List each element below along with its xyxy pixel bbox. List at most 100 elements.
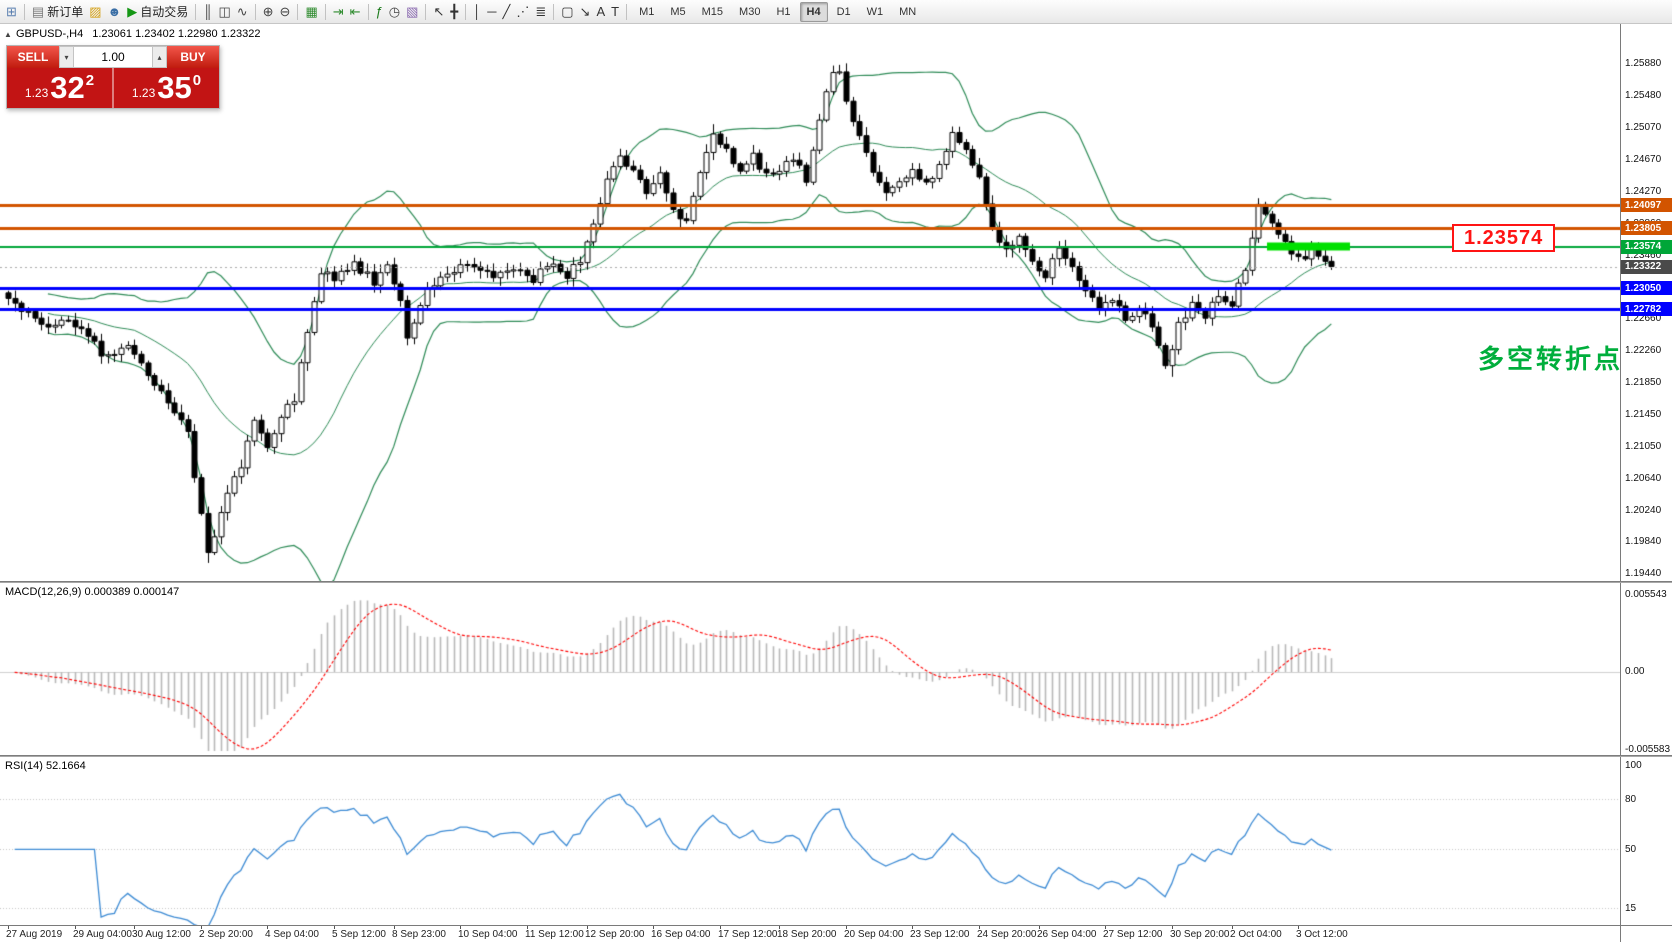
- time-axis-label: 18 Sep 20:00: [777, 929, 837, 940]
- main-toolbar: ⊞ ▤ 新订单 ▨ ☻ ▶ 自动交易 ║ ◫ ∿ ⊕ ⊖ ▦ ⇥ ⇤ ƒ ◷ ▧ ↖ ╋ │ ─ ╱ ⋰ ≣ ▢ ↘ A T M1 M5 M1…: [0, 0, 1672, 24]
- fibonacci-icon: ≣: [535, 4, 547, 19]
- time-axis-label: 5 Sep 12:00: [332, 929, 386, 940]
- templates-button[interactable]: ▧: [403, 2, 421, 22]
- time-axis-tick: [1298, 926, 1299, 929]
- arrows-icon: ↘: [579, 4, 591, 19]
- macd-axis-label: 0.005543: [1625, 589, 1667, 600]
- time-axis-label: 11 Sep 12:00: [525, 929, 584, 940]
- panel-splitter[interactable]: [0, 755, 1672, 757]
- tile-windows-button[interactable]: ▦: [302, 2, 320, 22]
- chart-bars-button[interactable]: ║: [200, 2, 215, 22]
- periods-button[interactable]: ◷: [386, 2, 403, 22]
- annotation-text[interactable]: 多空转折点: [1478, 344, 1624, 374]
- time-axis-label: 30 Aug 12:00: [132, 929, 191, 940]
- autotrading-button[interactable]: ▶ 自动交易: [124, 2, 191, 22]
- price-axis-label: 1.24270: [1625, 185, 1662, 197]
- periods-icon: ◷: [388, 4, 401, 19]
- timeframe-m5-button[interactable]: M5: [670, 5, 686, 18]
- toolbar-separator: [195, 3, 197, 20]
- buy-price-pip: 0: [192, 71, 202, 89]
- macd-indicator-label: MACD(12,26,9) 0.000389 0.000147: [5, 586, 180, 598]
- profiles-button[interactable]: ▨: [86, 2, 104, 22]
- channel-button[interactable]: ⋰: [513, 2, 532, 22]
- sell-price-prefix: 1.23: [24, 86, 49, 100]
- price-axis-label: 1.23460: [1625, 249, 1662, 261]
- macd-panel: MACD(12,26,9) 0.000389 0.000147 0.005543…: [0, 583, 1672, 755]
- sell-dropdown-icon[interactable]: ▾: [59, 46, 74, 68]
- zoom-in-icon: ⊕: [262, 4, 274, 19]
- timeframe-m15-button[interactable]: M15: [701, 5, 724, 18]
- sell-button[interactable]: SELL: [7, 46, 59, 68]
- trade-panel-divider: [112, 68, 114, 108]
- volume-up-icon[interactable]: ▴: [152, 46, 167, 68]
- shapes-button[interactable]: ▢: [558, 2, 576, 22]
- buy-button[interactable]: BUY: [167, 46, 219, 68]
- buy-price-button[interactable]: 1.23 35 0: [114, 68, 219, 108]
- auto-scroll-button[interactable]: ⇥: [330, 2, 347, 22]
- label-button[interactable]: T: [608, 2, 622, 22]
- panel-splitter[interactable]: [0, 581, 1672, 583]
- chart-candles-button[interactable]: ◫: [215, 2, 233, 22]
- arrows-button[interactable]: ↘: [577, 2, 594, 22]
- rsi-canvas[interactable]: [0, 757, 1620, 925]
- timeframe-h4-button[interactable]: H4: [799, 1, 828, 22]
- trade-panel-collapse-icon[interactable]: ▲: [4, 30, 12, 39]
- sell-price-button[interactable]: 1.23 32 2: [7, 68, 112, 108]
- rsi-axis[interactable]: 100 80 50 15: [1620, 757, 1672, 925]
- resistance-line-upper-price-tag: 1.24097: [1621, 198, 1672, 213]
- price-chart-canvas[interactable]: [0, 24, 1620, 581]
- trendline-button[interactable]: ╱: [500, 2, 514, 22]
- time-axis-label: 4 Sep 04:00: [265, 929, 319, 940]
- indicators-button[interactable]: ƒ: [373, 2, 386, 22]
- time-axis-tick: [134, 926, 135, 929]
- rsi-panel: RSI(14) 52.1664 100 80 50 15: [0, 757, 1672, 925]
- chart-shift-button[interactable]: ⇤: [347, 2, 364, 22]
- price-callout-label[interactable]: 1.23574: [1452, 224, 1556, 252]
- macd-axis-label: 0.00: [1625, 666, 1645, 677]
- rsi-axis-label: 80: [1625, 794, 1637, 805]
- zoom-out-button[interactable]: ⊖: [277, 2, 294, 22]
- crosshair-icon: ╋: [450, 4, 459, 19]
- time-axis[interactable]: 27 Aug 2019 29 Aug 04:00 30 Aug 12:00 2 Sep…: [0, 925, 1672, 942]
- price-axis[interactable]: 1.25880 1.25480 1.25070 1.24670 1.24270 1.238…: [1620, 24, 1672, 581]
- zoom-in-button[interactable]: ⊕: [260, 2, 277, 22]
- main-chart-panel: ▲ GBPUSD-,H4 1.23061 1.23402 1.22980 1.2…: [0, 24, 1672, 581]
- timeframe-w1-button[interactable]: W1: [866, 5, 884, 18]
- text-button[interactable]: A: [593, 2, 608, 22]
- timeframe-mn-button[interactable]: MN: [899, 5, 917, 18]
- indicators-icon: ƒ: [375, 4, 383, 19]
- timeframe-d1-button[interactable]: D1: [836, 5, 851, 18]
- timeframe-h1-button[interactable]: H1: [776, 5, 791, 18]
- price-axis-label: 1.24670: [1625, 153, 1662, 165]
- price-axis-label: 1.19440: [1625, 568, 1662, 579]
- toolbar-separator: [23, 3, 25, 20]
- timeframe-m30-button[interactable]: M30: [739, 5, 761, 18]
- vertical-line-button[interactable]: │: [470, 2, 484, 22]
- price-axis-label: 1.22660: [1625, 313, 1662, 324]
- time-axis-label: 16 Sep 04:00: [651, 929, 711, 940]
- crosshair-button[interactable]: ╋: [447, 2, 461, 22]
- time-axis-label: 29 Aug 04:00: [73, 929, 132, 940]
- timeframe-m1-button[interactable]: M1: [639, 5, 655, 18]
- cursor-button[interactable]: ↖: [430, 2, 447, 22]
- time-axis-label: 30 Sep 20:00: [1170, 929, 1230, 940]
- one-click-trading-panel: SELL ▾ ▴ BUY 1.23 32 2 1.23 35 0: [6, 45, 220, 109]
- price-axis-label: 1.21450: [1625, 408, 1662, 420]
- rsi-axis-label: 100: [1625, 760, 1642, 772]
- toolbar-separator: [465, 3, 467, 20]
- new-chart-button[interactable]: ⊞: [3, 2, 20, 22]
- macd-axis[interactable]: 0.005543 0.00 -0.005583: [1620, 583, 1672, 755]
- trendline-icon: ╱: [502, 4, 511, 19]
- horizontal-line-button[interactable]: ─: [484, 2, 499, 22]
- macd-canvas[interactable]: [0, 583, 1620, 755]
- chart-ohlc-values: 1.23061 1.23402 1.22980 1.23322: [92, 28, 261, 40]
- navigator-button[interactable]: ☻: [105, 2, 125, 22]
- rsi-axis-label: 15: [1625, 903, 1637, 915]
- new-order-button[interactable]: ▤ 新订单: [29, 2, 86, 22]
- price-axis-label: 1.20640: [1625, 472, 1662, 484]
- volume-input[interactable]: [74, 46, 152, 68]
- toolbar-separator: [626, 3, 628, 20]
- chart-line-button[interactable]: ∿: [234, 2, 251, 22]
- fibonacci-button[interactable]: ≣: [532, 2, 549, 22]
- auto-scroll-icon: ⇥: [332, 4, 344, 19]
